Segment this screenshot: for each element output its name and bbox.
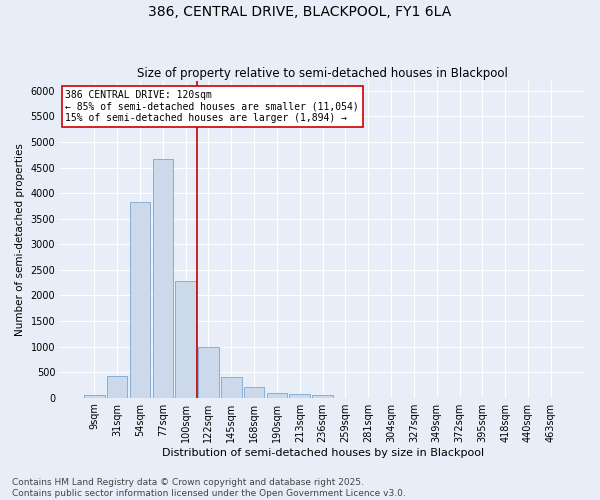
Bar: [313, 394, 333, 398]
Bar: [221, 376, 242, 398]
Bar: [130, 202, 150, 398]
Bar: [84, 395, 104, 398]
Text: 386, CENTRAL DRIVE, BLACKPOOL, FY1 6LA: 386, CENTRAL DRIVE, BLACKPOOL, FY1 6LA: [148, 5, 452, 19]
Y-axis label: Number of semi-detached properties: Number of semi-detached properties: [15, 143, 25, 336]
Title: Size of property relative to semi-detached houses in Blackpool: Size of property relative to semi-detach…: [137, 66, 508, 80]
X-axis label: Distribution of semi-detached houses by size in Blackpool: Distribution of semi-detached houses by …: [161, 448, 484, 458]
Bar: [289, 394, 310, 398]
Text: 386 CENTRAL DRIVE: 120sqm
← 85% of semi-detached houses are smaller (11,054)
15%: 386 CENTRAL DRIVE: 120sqm ← 85% of semi-…: [65, 90, 359, 124]
Text: Contains HM Land Registry data © Crown copyright and database right 2025.
Contai: Contains HM Land Registry data © Crown c…: [12, 478, 406, 498]
Bar: [152, 160, 173, 398]
Bar: [244, 388, 265, 398]
Bar: [266, 393, 287, 398]
Bar: [198, 347, 219, 398]
Bar: [175, 280, 196, 398]
Bar: [107, 376, 127, 398]
